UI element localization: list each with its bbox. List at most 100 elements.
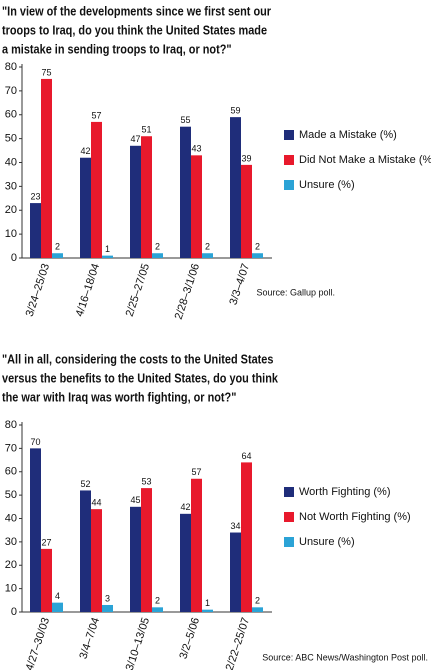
source: Source: Gallup poll.: [256, 287, 335, 297]
y-tick-label: 80: [5, 419, 17, 431]
legend-swatch: [284, 155, 294, 165]
bar: [230, 117, 241, 258]
value-label: 23: [30, 191, 40, 201]
value-label: 27: [41, 537, 51, 547]
value-label: 70: [30, 437, 40, 447]
legend-label: Did Not Make a Mistake (%): [299, 154, 431, 166]
x-tick-label: 3/24–25/03: [24, 262, 52, 318]
y-tick-label: 0: [11, 252, 17, 264]
y-tick-label: 40: [5, 512, 17, 524]
bar: [130, 145, 141, 258]
y-tick-label: 50: [5, 489, 17, 501]
bar: [202, 253, 213, 258]
chart-title: "In view of the developments since we fi…: [2, 4, 271, 57]
value-label: 44: [91, 498, 101, 508]
value-label: 2: [255, 242, 260, 252]
value-label: 57: [191, 467, 201, 477]
legend-label: Unsure (%): [299, 179, 355, 191]
bar: [230, 532, 241, 612]
bar: [41, 78, 52, 258]
value-label: 3: [105, 593, 110, 603]
y-tick-label: 30: [5, 536, 17, 548]
y-tick-label: 60: [5, 109, 17, 121]
bar: [252, 253, 263, 258]
title-line: troops to Iraq, do you think the United …: [2, 23, 267, 38]
value-label: 43: [191, 144, 201, 154]
bar: [52, 602, 63, 612]
bar: [30, 448, 41, 612]
value-label: 42: [180, 502, 190, 512]
bar: [30, 203, 41, 258]
bar: [102, 604, 113, 612]
x-tick-label: 3/10–13/05: [124, 616, 152, 670]
bar: [180, 126, 191, 258]
bar: [252, 607, 263, 612]
value-label: 59: [230, 106, 240, 116]
value-label: 4: [55, 591, 60, 601]
legend-swatch: [284, 130, 294, 140]
title-line: "All in all, considering the costs to th…: [2, 352, 274, 367]
bar: [180, 513, 191, 612]
legend-swatch: [284, 512, 294, 522]
y-tick-label: 10: [5, 583, 17, 595]
value-label: 1: [105, 244, 110, 254]
x-tick-label: 2/22–25/07: [224, 616, 252, 670]
x-tick-label: 4/27–30/03: [24, 616, 52, 670]
x-tick-label: 3/2–5/06: [177, 616, 202, 660]
value-label: 64: [241, 451, 251, 461]
value-label: 1: [205, 598, 210, 608]
x-tick-label: 2/25–27/05: [124, 262, 152, 318]
value-label: 39: [241, 153, 251, 163]
bar: [152, 253, 163, 258]
value-label: 2: [55, 242, 60, 252]
value-label: 2: [155, 596, 160, 606]
value-label: 51: [141, 125, 151, 135]
bar: [141, 488, 152, 612]
chart-title: "All in all, considering the costs to th…: [2, 352, 278, 405]
bar: [41, 548, 52, 612]
x-tick-label: 2/28–3/1/06: [173, 262, 202, 321]
bar: [241, 164, 252, 258]
value-label: 2: [205, 242, 210, 252]
y-tick-label: 0: [11, 606, 17, 618]
value-label: 52: [80, 479, 90, 489]
bar: [241, 462, 252, 612]
y-tick-label: 70: [5, 85, 17, 97]
legend-swatch: [284, 180, 294, 190]
title-line: the war with Iraq was worth fighting, or…: [2, 390, 236, 405]
title-line: a mistake in sending troops to Iraq, or …: [2, 42, 232, 57]
legend-label: Not Worth Fighting (%): [299, 511, 411, 523]
legend-label: Worth Fighting (%): [299, 486, 391, 498]
y-tick-label: 60: [5, 466, 17, 478]
x-tick-label: 3/3–4/07: [227, 262, 252, 306]
title-line: "In view of the developments since we fi…: [2, 4, 271, 19]
bar: [152, 607, 163, 612]
bar: [80, 157, 91, 258]
value-label: 42: [80, 146, 90, 156]
bar: [80, 490, 91, 612]
legend-label: Made a Mistake (%): [299, 129, 397, 141]
bar: [52, 253, 63, 258]
legend-swatch: [284, 487, 294, 497]
y-tick-label: 40: [5, 156, 17, 168]
bar: [191, 478, 202, 612]
y-tick-label: 80: [5, 61, 17, 73]
y-tick-label: 10: [5, 228, 17, 240]
y-tick-label: 30: [5, 180, 17, 192]
value-label: 55: [180, 115, 190, 125]
bar: [102, 255, 113, 258]
source: Source: ABC News/Washington Post poll.: [262, 652, 428, 662]
bar: [202, 609, 213, 612]
value-label: 45: [130, 495, 140, 505]
x-tick-label: 4/16–18/04: [74, 262, 102, 318]
legend-swatch: [284, 537, 294, 547]
value-label: 34: [230, 521, 240, 531]
y-tick-label: 20: [5, 559, 17, 571]
bar: [91, 121, 102, 258]
bar: [91, 509, 102, 612]
value-label: 53: [141, 476, 151, 486]
bar: [191, 155, 202, 258]
value-label: 2: [255, 596, 260, 606]
value-label: 57: [91, 110, 101, 120]
y-tick-label: 50: [5, 133, 17, 145]
